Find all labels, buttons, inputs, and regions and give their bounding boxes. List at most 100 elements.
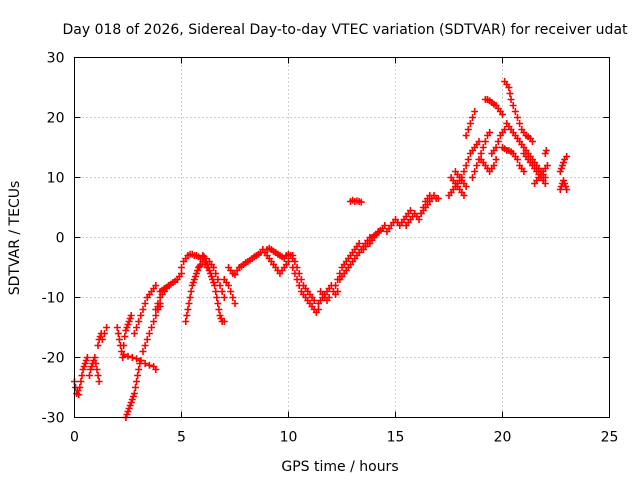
data-point [557,165,565,172]
y-axis-label: SDTVAR / TECUs [7,181,23,296]
data-point [128,354,136,361]
data-point [542,147,550,154]
data-point [227,288,235,295]
data-point [225,282,233,289]
data-point [141,300,149,307]
data-point [462,162,470,169]
data-point [528,138,536,145]
data-point [212,288,220,295]
data-point [494,138,502,145]
y-tick-label: 30 [47,51,65,67]
data-point [124,352,132,360]
data-point [152,282,160,289]
data-point [135,318,143,325]
data-point [98,336,106,343]
data-point [214,276,222,283]
data-point [471,108,479,115]
data-point [95,378,103,385]
grid-layer [74,57,610,418]
data-point [464,156,472,163]
data-point [178,270,185,277]
data-point [466,120,474,127]
data-point [103,324,111,331]
data-point [94,372,102,379]
data-point [120,342,128,349]
data-point [133,378,141,385]
data-point [139,306,147,313]
data-point [133,355,141,363]
x-tick-label: 5 [177,430,186,446]
data-point [156,300,164,307]
data-point [473,162,481,169]
data-points [71,78,571,421]
data-point [113,324,121,331]
data-point [486,129,494,136]
x-tick-label: 10 [280,430,298,446]
data-point [460,168,468,175]
data-point [479,144,487,151]
data-point [94,342,102,349]
data-point [334,288,342,295]
data-point [114,330,122,337]
data-point [406,207,414,214]
data-point [289,252,297,259]
data-point [133,324,141,331]
data-point [130,390,138,397]
data-point [543,162,551,169]
data-point [291,270,299,277]
data-point [295,282,303,289]
data-point [417,210,425,217]
data-point [76,384,84,391]
data-point [229,294,237,301]
data-point [127,312,135,319]
data-point [83,354,91,361]
data-point [210,264,218,271]
data-point [460,192,468,199]
data-point [139,348,147,355]
data-point [506,90,514,97]
x-tick-label: 15 [387,430,405,446]
data-point [145,330,153,337]
y-tick-label: 10 [47,171,65,187]
data-point [182,318,190,325]
data-point [186,294,194,301]
data-point [559,159,567,166]
data-point [291,258,299,265]
data-point [481,138,489,145]
data-point [355,240,363,247]
data-point [520,168,528,175]
data-point [513,156,521,163]
data-point [137,312,145,319]
x-axis-label: GPS time / hours [281,459,398,475]
data-point [513,114,521,121]
data-point [516,120,524,127]
data-point [325,294,333,301]
data-point [184,306,192,313]
data-point [212,270,220,277]
data-point [187,288,195,295]
data-point [471,168,479,175]
y-tick-label: -20 [42,351,65,367]
data-point [419,204,427,211]
data-point [464,126,472,133]
data-point [137,357,145,364]
data-point [145,361,153,369]
data-point [152,312,160,319]
x-tick-label: 25 [601,430,619,446]
data-point [469,174,477,181]
data-point [462,132,470,139]
chart-title: Day 018 of 2026, Sidereal Day-to-day VTE… [62,22,628,38]
data-point [141,342,149,349]
data-point [183,312,191,319]
data-point [214,300,222,307]
data-point [563,186,571,193]
data-point [218,288,226,295]
data-point [152,366,160,373]
data-point [310,297,318,304]
data-point [121,333,129,340]
data-point [178,264,185,271]
data-point [509,102,517,109]
data-point [434,195,442,202]
x-tick-label: 20 [494,430,512,446]
data-point [150,318,158,325]
